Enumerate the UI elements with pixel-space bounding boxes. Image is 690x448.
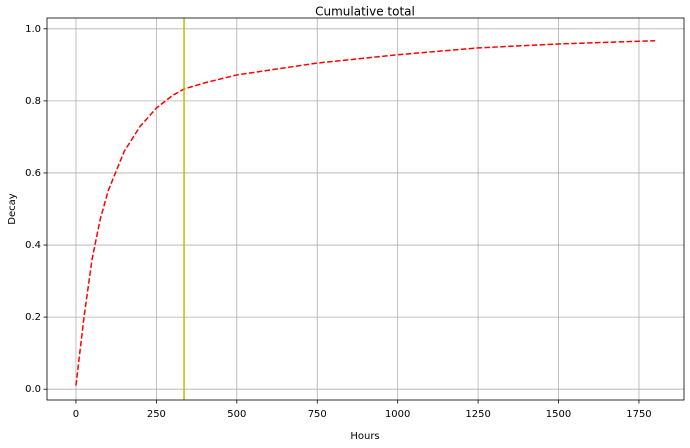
- x-tick-label: 500: [227, 409, 246, 420]
- data-line: [75, 39, 656, 386]
- y-tick-label: 0.8: [25, 96, 41, 107]
- y-tick-label: 1.0: [25, 24, 41, 35]
- chart-title: Cumulative total: [315, 5, 415, 19]
- y-tick-label: 0.6: [25, 168, 41, 179]
- plot-frame: [46, 17, 685, 401]
- x-tick-label: 1500: [546, 409, 571, 420]
- y-tick-label: 0.2: [25, 312, 41, 323]
- x-tick-label: 1250: [465, 409, 490, 420]
- x-tick-label: 1750: [626, 409, 651, 420]
- x-tick-label: 750: [308, 409, 327, 420]
- y-tick-label: 0.0: [25, 384, 41, 395]
- y-tick-label: 0.4: [25, 240, 41, 251]
- y-axis-label: Decay: [7, 193, 18, 224]
- x-tick-label: 0: [73, 409, 79, 420]
- x-tick-label: 250: [147, 409, 166, 420]
- x-tick-label: 1000: [385, 409, 410, 420]
- x-axis-label: Hours: [350, 431, 379, 442]
